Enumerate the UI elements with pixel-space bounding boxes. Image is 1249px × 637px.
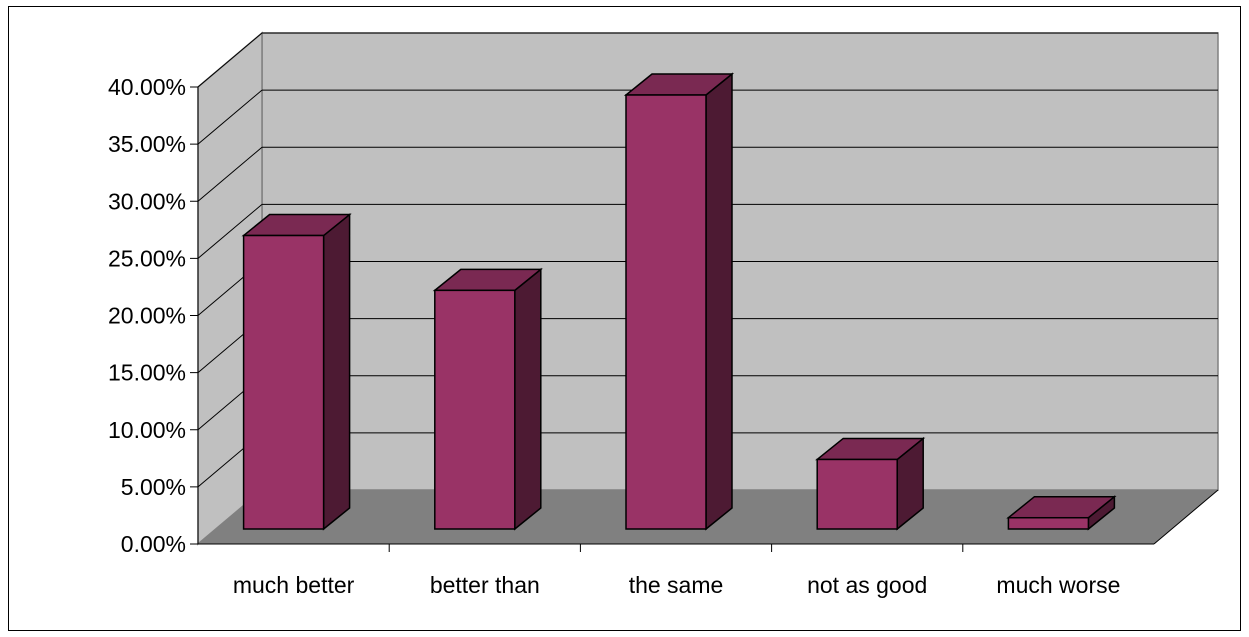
bar-side xyxy=(705,72,733,531)
bar xyxy=(242,234,325,530)
y-tick-label: 25.00% xyxy=(108,245,186,271)
bar-side xyxy=(514,267,542,531)
y-tick-label: 15.00% xyxy=(108,360,186,386)
gridline-side xyxy=(197,89,263,145)
bar-side xyxy=(322,212,351,531)
bar xyxy=(434,289,516,530)
x-tick-label: better than xyxy=(430,572,540,598)
gridline-side xyxy=(197,32,263,88)
gridline-side xyxy=(197,146,263,202)
axes xyxy=(190,86,1219,552)
y-tick-label: 20.00% xyxy=(108,303,186,329)
bar xyxy=(816,458,898,530)
x-tick-label: much worse xyxy=(996,572,1120,598)
y-tick-label: 5.00% xyxy=(121,474,186,500)
floor-edge xyxy=(1153,489,1219,545)
bars xyxy=(241,72,1117,531)
bar-chart: 0.00% 5.00% 10.00% 15.00% 20.00% 25.00% 30.00%… xyxy=(108,31,1219,598)
gridline-side xyxy=(197,203,263,259)
x-tick-label: much better xyxy=(233,572,355,598)
y-tick-label: 40.00% xyxy=(108,74,186,100)
x-tick-labels: much better better than the same not as goo… xyxy=(233,572,1121,598)
y-tick-label: 10.00% xyxy=(108,417,186,443)
bar xyxy=(625,94,707,530)
y-tick-label: 30.00% xyxy=(108,188,186,214)
x-tick-label: the same xyxy=(629,572,724,598)
chart-frame: 0.00% 5.00% 10.00% 15.00% 20.00% 25.00% 30.00%… xyxy=(8,6,1241,631)
y-tick-label: 0.00% xyxy=(121,531,186,557)
y-tick-labels: 0.00% 5.00% 10.00% 15.00% 20.00% 25.00% 30.00%… xyxy=(108,74,186,557)
y-tick-label: 35.00% xyxy=(108,131,186,157)
bar xyxy=(1007,516,1090,530)
x-tick-label: not as good xyxy=(807,572,927,598)
